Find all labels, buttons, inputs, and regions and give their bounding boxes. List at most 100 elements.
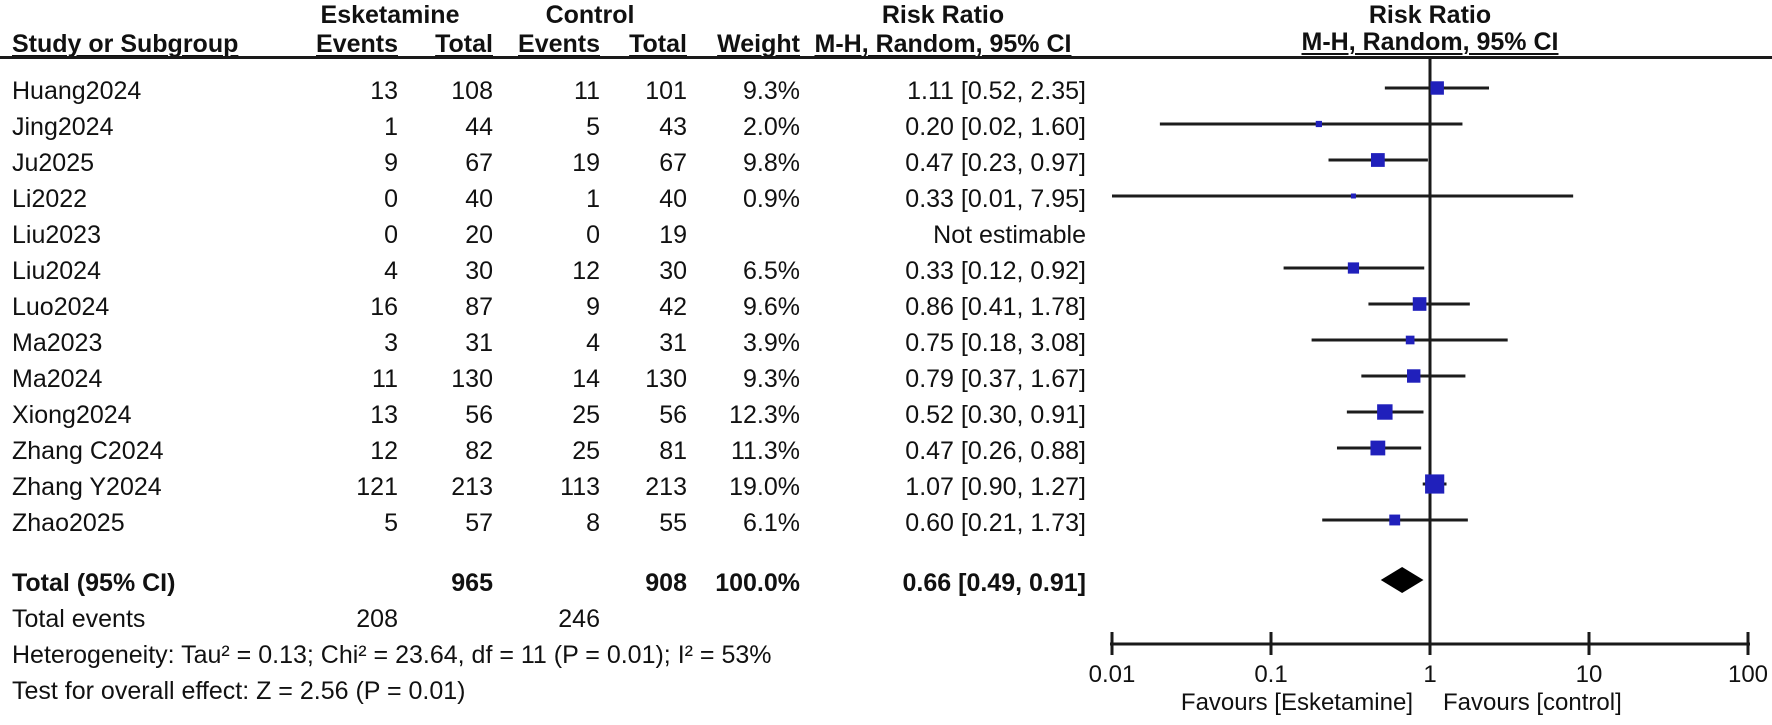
esk-total: 20 [465,220,493,249]
weight: 6.1% [743,508,800,537]
point-estimate-marker [1389,514,1401,526]
ctrl-events: 12 [572,256,600,285]
weight [687,217,800,253]
ctrl-events: 9 [586,292,600,321]
study-name: Huang2024 [12,76,142,105]
overall-effect-text: Test for overall effect: Z = 2.56 (P = 0… [12,676,466,705]
weight: 12.3% [729,400,800,429]
study-row: Zhao2025 5 57 8 55 6.1% 0.60 [0.21, 1.73… [12,505,1086,541]
favours-right-label: Favours [control] [1443,689,1622,716]
col-weight-header: Weight [717,30,800,58]
study-row: Li2022 0 40 1 40 0.9% 0.33 [0.01, 7.95] [12,181,1086,217]
study-row: Ju2025 9 67 19 67 9.8% 0.47 [0.23, 0.97] [12,145,1086,181]
plot-header: Risk Ratio M-H, Random, 95% CI [1180,2,1680,56]
weight: 9.3% [743,76,800,105]
axis-tick-label: 0.1 [1254,661,1287,688]
rr-ci-text: Not estimable [933,220,1086,249]
spacer-cell [600,601,687,637]
esk-events: 3 [384,328,398,357]
total-ctrl-n: 908 [645,568,687,597]
ctrl-events: 25 [572,436,600,465]
col-esk-total-header: Total [435,30,493,58]
study-row: Zhang C2024 12 82 25 81 11.3% 0.47 [0.26… [12,433,1086,469]
ctrl-total: 40 [659,184,687,213]
total-label: Total (95% CI) [12,568,176,597]
point-estimate-marker [1377,404,1393,420]
study-name: Ma2024 [12,364,103,393]
point-estimate-marker [1370,153,1385,167]
heterogeneity-text: Heterogeneity: Tau² = 0.13; Chi² = 23.64… [12,640,772,669]
esk-events: 4 [384,256,398,285]
esk-events: 13 [370,400,398,429]
rr-ci-text: 1.07 [0.90, 1.27] [905,472,1086,501]
study-row: Luo2024 16 87 9 42 9.6% 0.86 [0.41, 1.78… [12,289,1086,325]
point-estimate-marker [1425,474,1445,494]
point-estimate-marker [1347,262,1360,274]
risk-ratio-column-title: Risk Ratio [881,0,1005,29]
spacer-cell [287,565,398,601]
study-table: Esketamine Control Risk Ratio Study or S… [12,0,1086,709]
total-row: Total (95% CI) 965 908 100.0% 0.66 [0.49… [12,565,1086,601]
ctrl-total: 130 [645,364,687,393]
point-estimate-marker [1405,335,1415,345]
rr-ci-text: 0.33 [0.01, 7.95] [905,184,1086,213]
total-weight: 100.0% [715,568,800,597]
study-row: Ma2023 3 31 4 31 3.9% 0.75 [0.18, 3.08] [12,325,1086,361]
favours-left-label: Favours [Esketamine] [1181,689,1413,716]
overall-effect-row: Test for overall effect: Z = 2.56 (P = 0… [12,673,1086,709]
header-rule [0,56,1772,59]
plot-title: Risk Ratio [1368,1,1492,29]
spacer-cell [687,601,800,637]
point-estimate-marker [1430,81,1444,95]
col-ctrl-events-header: Events [518,30,600,58]
study-name: Xiong2024 [12,400,132,429]
spacer-cell [493,565,600,601]
rr-ci-text: 0.79 [0.37, 1.67] [905,364,1086,393]
study-row: Liu2024 4 30 12 30 6.5% 0.33 [0.12, 0.92… [12,253,1086,289]
esk-total: 82 [465,436,493,465]
ctrl-total: 56 [659,400,687,429]
esk-total: 44 [465,112,493,141]
esk-total: 108 [451,76,493,105]
rr-ci-text: 0.47 [0.26, 0.88] [905,436,1086,465]
point-estimate-marker [1412,297,1427,311]
col-method-header: M-H, Random, 95% CI [814,30,1072,58]
axis-tick-label: 0.01 [1089,661,1136,688]
total-events-row: Total events 208 246 [12,601,1086,637]
esk-events: 16 [370,292,398,321]
ctrl-events: 19 [572,148,600,177]
spacer-cell [687,0,800,30]
ctrl-total: 31 [659,328,687,357]
ctrl-events: 5 [586,112,600,141]
esk-events: 1 [384,112,398,141]
esk-events: 9 [384,148,398,177]
point-estimate-marker [1407,369,1421,383]
weight: 3.9% [743,328,800,357]
plot-method: M-H, Random, 95% CI [1301,28,1559,56]
esk-events: 5 [384,508,398,537]
spacer-row [12,59,1086,73]
esk-total: 40 [465,184,493,213]
study-row: Jing2024 1 44 5 43 2.0% 0.20 [0.02, 1.60… [12,109,1086,145]
study-name: Ma2023 [12,328,103,357]
axis-tick-label: 1 [1423,661,1436,688]
weight: 19.0% [729,472,800,501]
study-name: Zhang C2024 [12,436,164,465]
ctrl-total: 43 [659,112,687,141]
weight: 6.5% [743,256,800,285]
weight: 9.3% [743,364,800,393]
col-study-header: Study or Subgroup [12,30,239,58]
esk-total: 130 [451,364,493,393]
study-row: Zhang Y2024 121 213 113 213 19.0% 1.07 [… [12,469,1086,505]
ctrl-events: 25 [572,400,600,429]
total-events-label: Total events [12,604,146,633]
ctrl-total: 42 [659,292,687,321]
weight: 11.3% [730,436,800,465]
group-esketamine-header: Esketamine [320,0,460,29]
study-name: Jing2024 [12,112,114,141]
ctrl-total: 213 [645,472,687,501]
point-estimate-marker [1370,440,1386,456]
study-row: Xiong2024 13 56 25 56 12.3% 0.52 [0.30, … [12,397,1086,433]
rr-ci-text: 0.86 [0.41, 1.78] [905,292,1086,321]
esk-total: 87 [465,292,493,321]
